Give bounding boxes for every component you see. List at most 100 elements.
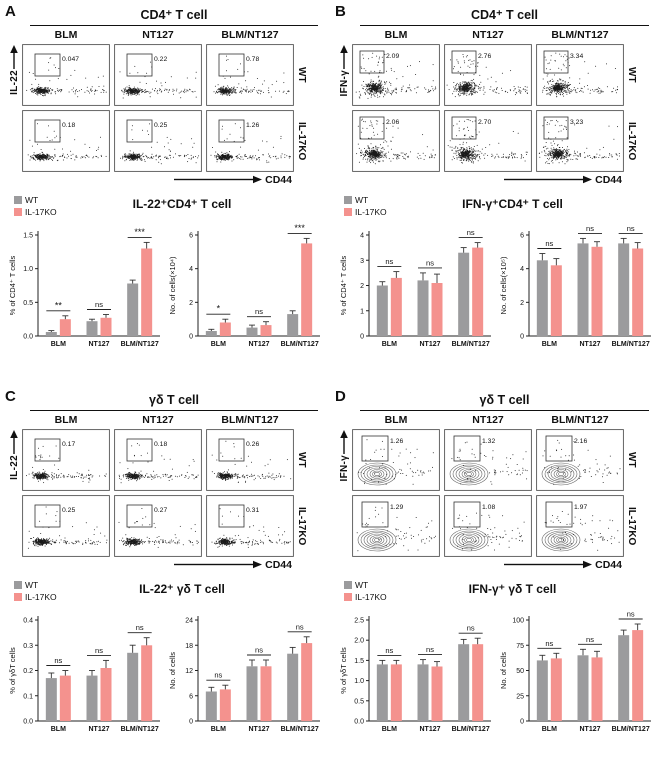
legend-label: IL-17KO [355, 592, 387, 602]
y-axis-arrow-icon [340, 430, 348, 454]
svg-text:0: 0 [189, 334, 193, 341]
flow-panel: IFN-γ BLM NT127 BLM/NT127 2.09 2.76 3.34 2.… [336, 29, 659, 187]
gate-box [126, 504, 153, 528]
gate-box [451, 116, 477, 140]
legend-swatch-wt [344, 581, 352, 589]
flow-plot: 2.16 [536, 429, 624, 491]
flow-plot: 3.34 [536, 44, 624, 106]
significance-label: * [217, 304, 221, 314]
column-header: NT127 [142, 414, 174, 426]
flow-plot: 2.06 [352, 110, 440, 172]
flow-title-row: γδ T cell [30, 391, 318, 411]
gate-value: 0.31 [246, 507, 259, 514]
significance-label: ns [95, 646, 103, 655]
flow-plot: 0.047 [22, 44, 110, 106]
significance-label: ns [586, 224, 594, 233]
legend: WT IL-17KO [344, 580, 387, 602]
bar-chart-count: 0 2 4 6 No. of cells(×10⁴) BLM * NT127 ns BLM/NT1… [167, 219, 327, 363]
legend-label: WT [25, 195, 39, 205]
flow-title: γδ T cell [149, 393, 199, 407]
column-header: NT127 [472, 29, 504, 41]
bar-chart-svg: 0.00.10.20.30.4% of γδT cellsBLMnsNT127n… [8, 616, 160, 733]
y-axis-arrow-icon [340, 45, 348, 69]
significance-label: ns [136, 623, 144, 632]
svg-text:1.0: 1.0 [23, 266, 33, 273]
gate-box [126, 53, 153, 77]
significance-label: ns [586, 635, 594, 644]
svg-text:BLM: BLM [51, 341, 66, 348]
gate-box [361, 435, 389, 462]
chart-block: WT IL-17KO IL-22⁺ γδ T cell 0.0 0.1 0.2 0.3… [6, 579, 328, 748]
legend-label: IL-17KO [25, 207, 57, 217]
flow-plot: 2.09 [352, 44, 440, 106]
legend-label: WT [355, 195, 369, 205]
chart-block: WT IL-17KO IFN-γ⁺CD4⁺ T cell 0 1 2 3 4% of C… [336, 194, 659, 363]
bar-chart-count: 0 2 4 6 No. of cells(×10⁵) BLM ns NT127 ns BLM/NT… [498, 219, 658, 363]
panel-D: D γδ T cell IFN-γ BLM NT127 BLM/NT127 1.… [330, 385, 661, 770]
gate-box [218, 504, 245, 528]
panel-A: A CD4⁺ T cell IL-22 BLM NT127 BLM/NT127 … [0, 0, 330, 385]
panel-letter: B [335, 3, 346, 20]
flow-row-labels: WT IL-17KO [624, 414, 639, 572]
flow-plot: 1.29 [352, 495, 440, 557]
flow-plot: 1.26 [206, 110, 294, 172]
flow-x-axis-label: CD44 [265, 173, 292, 186]
flow-plot: 0.25 [22, 495, 110, 557]
legend-item-ko: IL-17KO [344, 592, 387, 602]
significance-label: ns [255, 307, 263, 316]
svg-text:6: 6 [189, 233, 193, 240]
gate-value: 0.18 [62, 122, 75, 129]
gate-box [218, 438, 245, 462]
x-axis-arrow-icon [174, 560, 263, 569]
svg-text:BLM/NT127: BLM/NT127 [281, 341, 319, 348]
flow-plot: 2.76 [444, 44, 532, 106]
flow-plot: 3.23 [536, 110, 624, 172]
significance-label: *** [294, 223, 305, 233]
flow-panel: IL-22 BLM NT127 BLM/NT127 0.047 0.22 0.78 0… [6, 29, 328, 187]
flow-title-row: CD4⁺ T cell [360, 6, 649, 26]
legend-swatch-ko [14, 593, 22, 601]
column-header: BLM/NT127 [551, 29, 609, 41]
flow-plot: 1.26 [352, 429, 440, 491]
flow-x-axis-label: CD44 [265, 558, 292, 571]
gate-value: 3.23 [570, 119, 583, 126]
chart-title: IL-22⁺CD4⁺ T cell [132, 197, 232, 211]
column-headers: BLM NT127 BLM/NT127 [22, 414, 294, 429]
flow-row-label: IL-17KO [296, 121, 307, 161]
svg-text:4: 4 [189, 266, 193, 273]
flow-plot: 0.18 [114, 429, 202, 491]
flow-plot: 0.17 [22, 429, 110, 491]
panel-C: C γδ T cell IL-22 BLM NT127 BLM/NT127 0.… [0, 385, 330, 770]
svg-text:NT127: NT127 [248, 341, 269, 348]
column-header: BLM [384, 29, 408, 41]
chart-block: WT IL-17KO IFN-γ⁺ γδ T cell 0.0 0.5 1.0 1.5… [336, 579, 659, 748]
flow-plot: 0.18 [22, 110, 110, 172]
flow-plot-grid: 1.26 1.32 2.16 1.29 1.08 1.97 [352, 429, 624, 557]
column-headers: BLM NT127 BLM/NT127 [352, 29, 624, 44]
flow-plot: 0.78 [206, 44, 294, 106]
gate-value: 0.22 [154, 56, 167, 63]
svg-text:1.5: 1.5 [23, 233, 33, 240]
gate-box [359, 50, 385, 74]
bar-chart-percent: 0 1 2 3 4% of CD4⁺ T cells BLM ns NT127 ns BLM/NT… [338, 219, 498, 363]
flow-y-axis-label: IL-22 [8, 455, 20, 480]
flow-x-axis-label: CD44 [595, 173, 622, 186]
gate-box [126, 119, 153, 143]
gate-value: 1.29 [390, 504, 403, 511]
flow-y-axis: IL-22 [6, 29, 22, 187]
legend-swatch-wt [14, 581, 22, 589]
legend-label: WT [355, 580, 369, 590]
bar-chart-svg: 0 2 4 6 No. of cells(×10⁴) BLM * NT127 ns BLM/NT1… [168, 223, 320, 348]
flow-row-label: WT [626, 67, 637, 83]
gate-value: 1.97 [574, 504, 587, 511]
gate-box [126, 438, 153, 462]
chart-title: IFN-γ⁺CD4⁺ T cell [462, 197, 563, 211]
x-axis-arrow-icon [174, 175, 263, 184]
flow-y-axis: IFN-γ [336, 414, 352, 572]
legend-swatch-wt [14, 196, 22, 204]
gate-box [218, 119, 245, 143]
panel-letter: C [5, 388, 16, 405]
column-headers: BLM NT127 BLM/NT127 [22, 29, 294, 44]
